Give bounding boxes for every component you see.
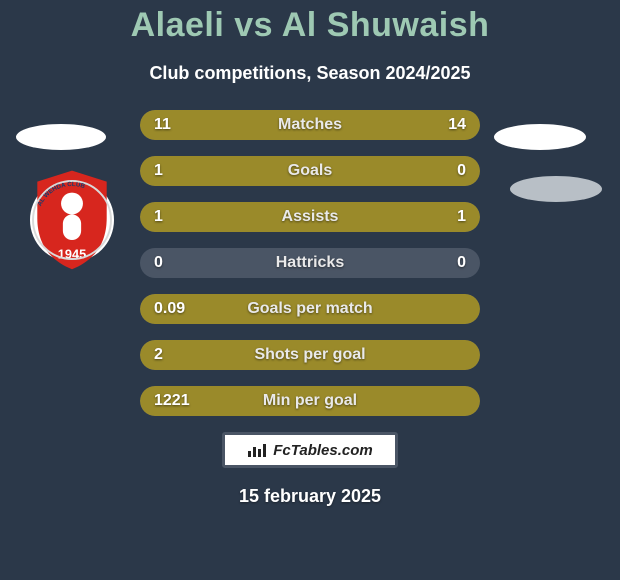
- brand-badge: FcTables.com: [222, 432, 398, 468]
- stat-value-left: 0: [154, 248, 163, 278]
- stat-row: Hattricks0 0: [140, 248, 480, 278]
- bar-fill-right: [290, 110, 480, 140]
- bar-fill: [140, 294, 480, 324]
- logo-ring-text: AL WEHDA CLUB: [30, 178, 114, 262]
- left-team-ellipse: [16, 124, 106, 150]
- right-team-ellipse-bottom: [510, 176, 602, 202]
- stat-row: Min per goal1221: [140, 386, 480, 416]
- brand-text: FcTables.com: [273, 442, 372, 459]
- svg-text:AL WEHDA CLUB: AL WEHDA CLUB: [36, 181, 86, 207]
- bar-fill: [140, 386, 480, 416]
- page-title: Alaeli vs Al Shuwaish: [0, 0, 620, 45]
- stat-row: Goals per match0.09: [140, 294, 480, 324]
- stat-row: Goals10: [140, 156, 480, 186]
- bars-icon: [247, 442, 267, 458]
- footer-date: 15 february 2025: [0, 486, 620, 507]
- bar-fill-right: [310, 202, 480, 232]
- bar-fill-right: [405, 156, 480, 186]
- bar-fill-left: [140, 202, 310, 232]
- right-team-ellipse-top: [494, 124, 586, 150]
- bar-fill-left: [140, 156, 405, 186]
- bar-fill-left: [140, 110, 290, 140]
- left-team-logo: 1945 AL WEHDA CLUB: [30, 178, 114, 262]
- stat-row: Assists11: [140, 202, 480, 232]
- stat-row: Matches1114: [140, 110, 480, 140]
- stat-label: Hattricks: [140, 248, 480, 278]
- stat-value-right: 0: [457, 248, 466, 278]
- stats-bars: Matches1114 Goals10 Assists11 Hattricks0 0 Go…: [140, 110, 480, 416]
- bar-fill: [140, 340, 480, 370]
- page-subtitle: Club competitions, Season 2024/2025: [0, 63, 620, 84]
- stat-row: Shots per goal2: [140, 340, 480, 370]
